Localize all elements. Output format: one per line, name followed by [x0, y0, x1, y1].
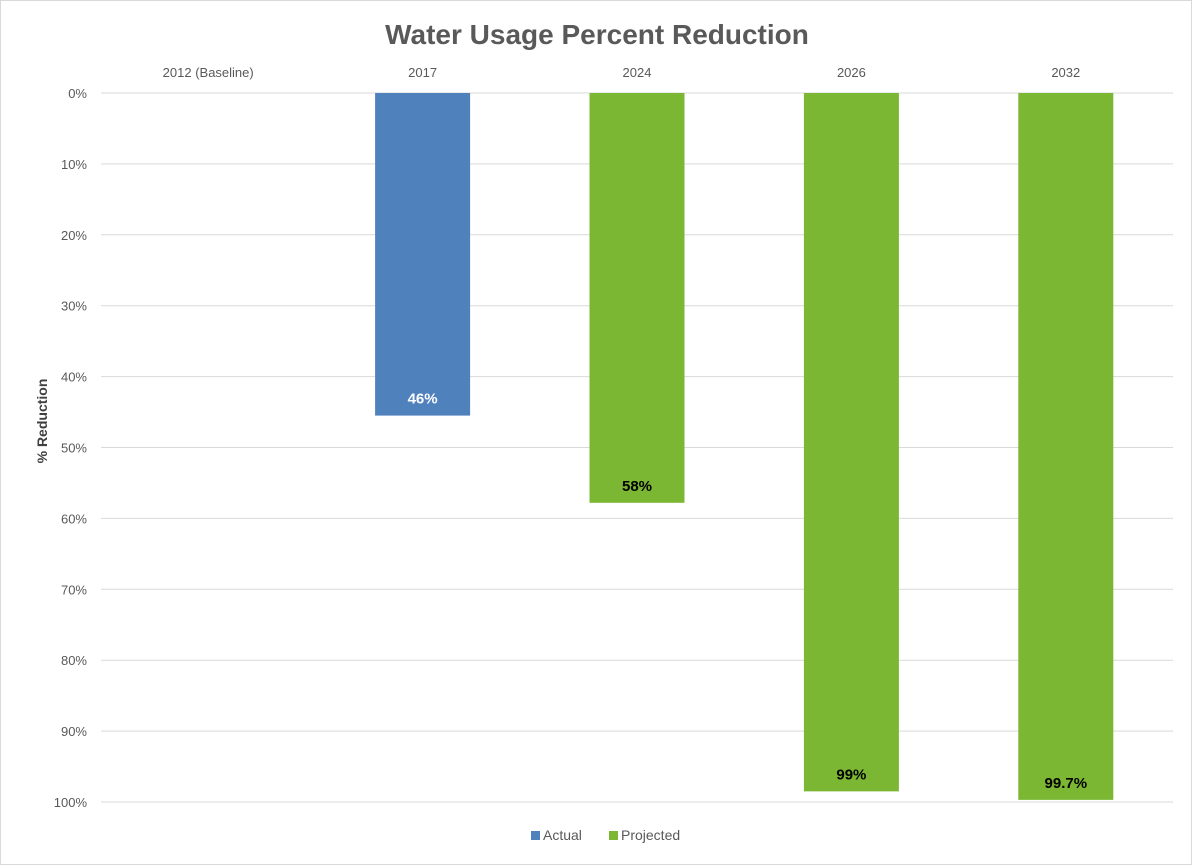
- bar: [589, 93, 685, 503]
- data-label: 58%: [622, 478, 652, 495]
- y-tick-label: 30%: [61, 299, 87, 314]
- bar: [803, 93, 899, 792]
- chart-title: Water Usage Percent Reduction: [385, 19, 809, 50]
- x-tick-label: 2026: [837, 65, 866, 80]
- y-tick-label: 70%: [61, 582, 87, 597]
- y-axis-label: % Reduction: [34, 379, 50, 464]
- y-tick-label: 60%: [61, 511, 87, 526]
- data-label: 99.7%: [1045, 775, 1088, 792]
- legend-label: Projected: [621, 827, 680, 843]
- x-tick-label: 2024: [623, 65, 652, 80]
- labels-layer: 0% 10% 20% 30% 40% 50% 60% 70% 80% 90% 100% 2012 (B…: [54, 65, 1087, 810]
- y-tick-label: 40%: [61, 370, 87, 385]
- y-tick-label: 100%: [54, 795, 88, 810]
- y-tick-label: 50%: [61, 441, 87, 456]
- x-tick-label: 2017: [408, 65, 437, 80]
- legend-label: Actual: [543, 827, 582, 843]
- bar: [375, 93, 471, 416]
- legend: Actual Projected: [531, 827, 680, 843]
- y-tick-label: 20%: [61, 228, 87, 243]
- y-tick-label: 0%: [68, 86, 87, 101]
- legend-swatch: [609, 831, 618, 840]
- y-tick-label: 90%: [61, 724, 87, 739]
- data-label: 99%: [836, 766, 866, 783]
- y-tick-label: 10%: [61, 157, 87, 172]
- x-tick-label: 2032: [1051, 65, 1080, 80]
- data-label: 46%: [408, 391, 438, 408]
- bars-layer: [375, 93, 1114, 800]
- y-tick-label: 80%: [61, 653, 87, 668]
- legend-swatch: [531, 831, 540, 840]
- bar: [1018, 93, 1114, 800]
- x-tick-label: 2012 (Baseline): [163, 65, 254, 80]
